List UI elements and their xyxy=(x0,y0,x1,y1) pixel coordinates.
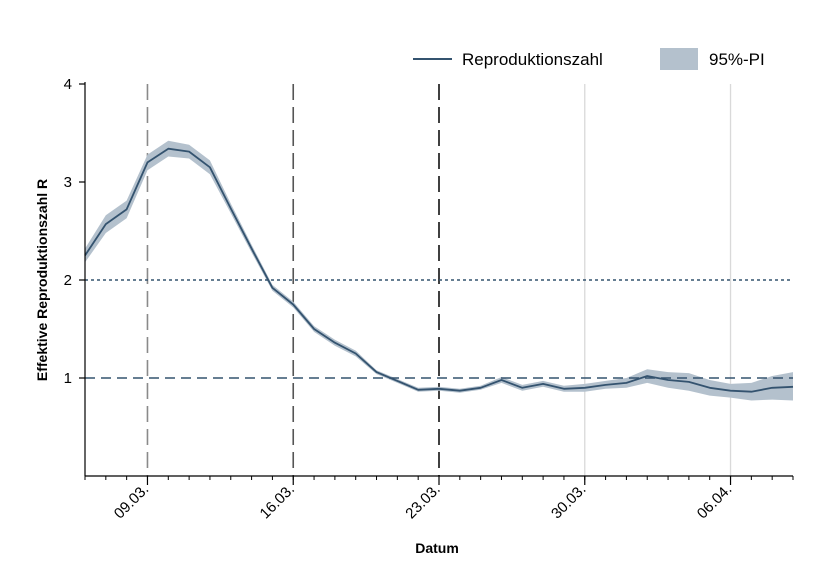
x-tick-label-06.04.: 06.04. xyxy=(694,481,736,523)
legend: Reproduktionszahl 95%-PI xyxy=(413,48,765,70)
legend-label-pi: 95%-PI xyxy=(709,50,765,69)
x-tick-label-09.03.: 09.03. xyxy=(111,481,153,523)
y-tick-label-2: 2 xyxy=(64,272,72,289)
x-tick-label-30.03.: 30.03. xyxy=(548,481,590,523)
plot-area: 1 2 3 4 09.03. 16.03. 23.03. 30.03. 06.04. xyxy=(64,76,794,523)
x-tick-label-23.03.: 23.03. xyxy=(402,481,444,523)
legend-label-reproduktionszahl: Reproduktionszahl xyxy=(462,50,603,69)
x-tick-label-16.03.: 16.03. xyxy=(257,481,299,523)
series-line-reproduktionszahl xyxy=(84,147,794,393)
y-tick-label-3: 3 xyxy=(64,174,72,191)
y-axis-title: Effektive Reproduktionszahl R xyxy=(34,179,50,381)
y-tick-label-1: 1 xyxy=(64,370,72,387)
y-tick-label-4: 4 xyxy=(64,76,72,93)
x-axis-title: Datum xyxy=(415,540,459,556)
legend-band-swatch xyxy=(660,48,698,70)
